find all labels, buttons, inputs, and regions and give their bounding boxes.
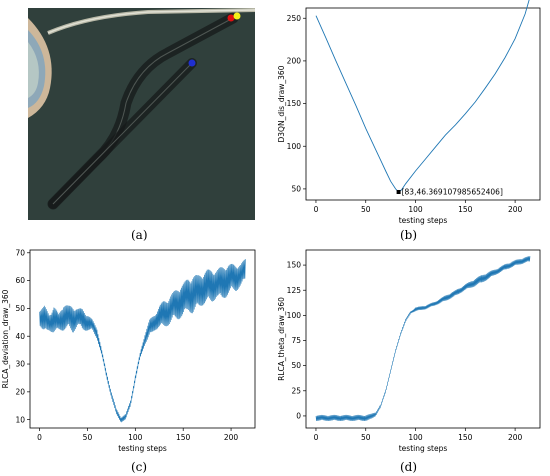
y-tick-label: 125 xyxy=(287,286,302,295)
y-tick-label: 75 xyxy=(291,336,301,345)
x-tick-label: 50 xyxy=(361,205,371,214)
x-tick-label: 150 xyxy=(458,205,473,214)
x-tick-label: 200 xyxy=(508,433,523,442)
y-tick-label: 200 xyxy=(287,57,302,66)
x-axis-label: testing steps xyxy=(399,216,448,225)
y-tick-label: 150 xyxy=(287,99,302,108)
y-tick-label: 20 xyxy=(15,387,25,396)
chart-c: 0 50 100 150 200 10 20 30 40 50 60 70 testing steps R… xyxy=(1,248,256,453)
trajectory-photo xyxy=(28,8,255,220)
x-tick-label: 0 xyxy=(37,433,42,442)
y-tick-label: 10 xyxy=(15,415,25,424)
blue-marker xyxy=(188,59,196,67)
y-tick-label: 70 xyxy=(15,248,25,257)
x-tick-label: 0 xyxy=(314,205,319,214)
x-axis-label: testing steps xyxy=(118,444,167,453)
x-tick-label: 100 xyxy=(408,205,423,214)
min-point-marker xyxy=(396,190,401,195)
series-line-0 xyxy=(315,256,531,422)
x-tick-label: 50 xyxy=(361,433,371,442)
chart-d: 0 50 100 150 200 0 25 50 75 100 125 150 testing step… xyxy=(277,249,541,453)
x-tick-label: 150 xyxy=(458,433,473,442)
x-tick-label: 150 xyxy=(176,433,191,442)
series-line-0 xyxy=(315,0,530,193)
red-marker xyxy=(227,14,235,22)
y-tick-label: 150 xyxy=(287,261,302,270)
caption-a: (a) xyxy=(131,228,148,242)
x-tick-label: 200 xyxy=(508,205,523,214)
x-axis-label: testing steps xyxy=(399,444,448,453)
y-tick-label: 50 xyxy=(291,185,301,194)
y-axis-label: RLCA_theta_draw_360 xyxy=(277,297,286,381)
chart-b: 0 50 100 150 200 50 100 150 200 250 testing steps D… xyxy=(277,0,541,225)
x-tick-label: 0 xyxy=(314,433,319,442)
y-axis-label: RLCA_deviation_draw_360 xyxy=(1,289,10,388)
yellow-marker xyxy=(233,12,241,20)
y-tick-label: 30 xyxy=(15,360,25,369)
y-tick-label: 40 xyxy=(15,332,25,341)
y-tick-label: 60 xyxy=(15,276,25,285)
plot-frame xyxy=(305,249,541,429)
y-tick-label: 100 xyxy=(287,142,302,151)
y-tick-label: 250 xyxy=(287,14,302,23)
y-axis-label: D3QN_dis_draw_360 xyxy=(277,65,286,142)
x-tick-label: 200 xyxy=(224,433,239,442)
y-tick-label: 100 xyxy=(287,311,302,320)
y-tick-label: 25 xyxy=(291,386,301,395)
caption-d: (d) xyxy=(400,460,418,474)
plot-frame xyxy=(29,249,256,429)
x-tick-label: 100 xyxy=(408,433,423,442)
y-tick-label: 50 xyxy=(15,304,25,313)
x-tick-label: 100 xyxy=(128,433,143,442)
caption-b: (b) xyxy=(400,228,418,242)
caption-c: (c) xyxy=(131,460,148,474)
plot-frame xyxy=(305,7,541,201)
y-tick-label: 0 xyxy=(296,412,301,421)
series-line-0 xyxy=(39,259,246,423)
min-point-annotation: [83,46.369107985652406] xyxy=(402,188,503,197)
x-tick-label: 50 xyxy=(83,433,93,442)
y-tick-label: 50 xyxy=(291,361,301,370)
